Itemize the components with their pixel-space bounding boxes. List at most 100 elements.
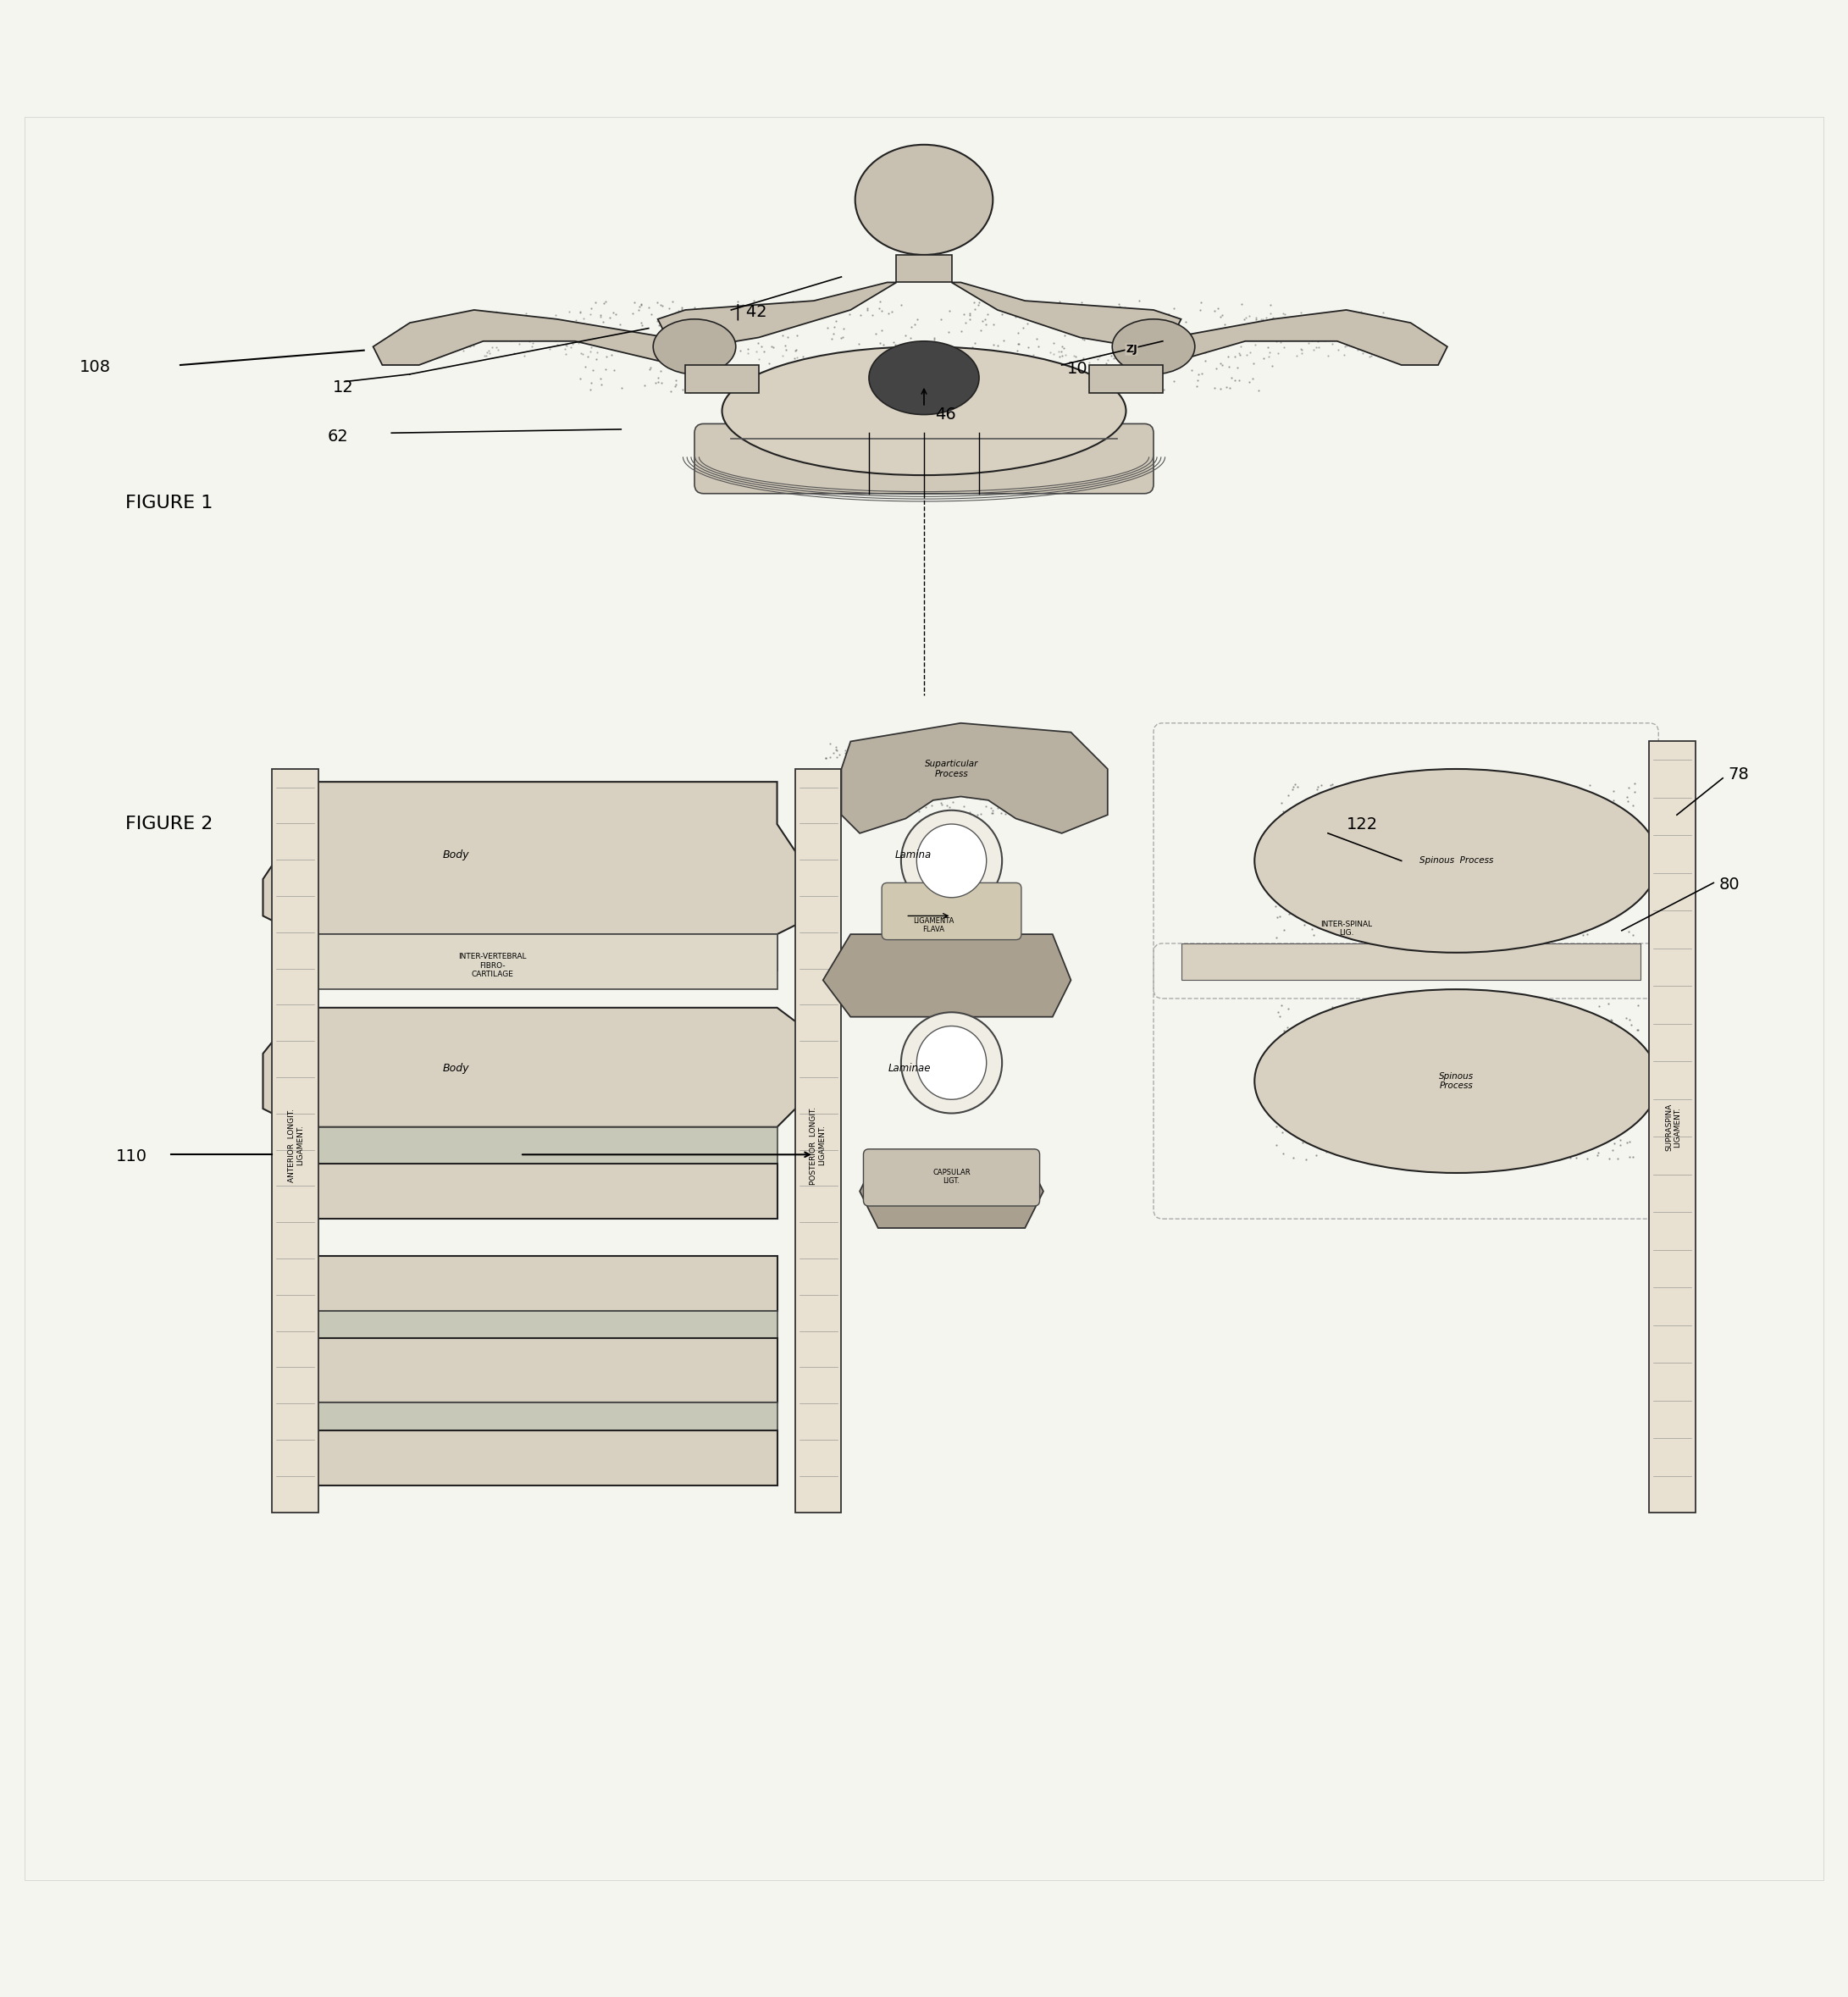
Point [1399,1142,1429,1174]
Point [649,1100,678,1132]
Point [1338,1068,1368,1100]
Point [630,1354,660,1386]
Point [477,1026,506,1058]
Point [944,729,974,761]
Point [1063,795,1092,827]
Point [675,322,704,353]
Point [883,745,913,777]
Point [497,1070,527,1102]
Point [1297,905,1327,937]
Point [565,795,595,827]
Point [1440,871,1469,903]
Point [479,1084,508,1116]
Point [991,357,1020,389]
Point [626,1426,656,1458]
Point [370,1164,399,1196]
Point [693,1020,723,1052]
Text: SUPRASPINA
LIGAMENT.: SUPRASPINA LIGAMENT. [1665,1102,1682,1150]
Point [1303,1026,1332,1058]
Point [673,1044,702,1076]
Point [1310,324,1340,355]
Point [841,441,870,473]
Point [1491,1114,1521,1146]
Point [739,875,769,907]
Point [1621,767,1650,799]
Point [1541,829,1571,861]
Point [942,349,972,381]
Point [976,1184,1005,1216]
Point [1451,781,1480,813]
Point [540,823,569,855]
Point [970,1184,1000,1216]
Point [553,843,582,875]
Point [926,304,955,335]
Point [726,335,756,367]
Point [987,403,1016,435]
Point [965,389,994,421]
Point [534,1080,564,1112]
Point [379,1442,408,1474]
Point [512,899,541,931]
Point [510,1052,540,1084]
Point [1002,1190,1031,1222]
Point [366,1044,395,1076]
Point [699,811,728,843]
Point [619,793,649,825]
Point [863,795,893,827]
Point [907,783,937,815]
Point [362,829,392,861]
Point [419,1344,449,1376]
Point [1371,789,1401,821]
Point [414,1180,444,1212]
Point [1541,1118,1571,1150]
Point [479,873,508,905]
Point [567,1274,597,1306]
Point [1307,1020,1336,1052]
Point [565,296,595,328]
Point [1388,807,1417,839]
Point [675,863,704,895]
Point [327,1362,357,1394]
Polygon shape [859,1154,1044,1228]
Point [412,1354,442,1386]
Point [1260,314,1290,345]
Point [706,785,736,817]
Point [824,739,854,771]
Point [458,1258,488,1290]
Point [1619,1140,1648,1172]
Point [1345,300,1375,332]
Point [1262,326,1292,357]
Point [1002,957,1031,989]
Point [1303,332,1332,363]
Point [1447,998,1477,1030]
Point [530,845,560,877]
Point [791,373,821,405]
Point [1279,1142,1308,1174]
Point [1425,831,1454,863]
Point [1016,981,1046,1012]
Point [460,1008,490,1040]
Point [432,1016,462,1048]
Point [373,1446,403,1478]
Point [1064,391,1094,423]
Point [571,1194,601,1226]
Point [445,1014,475,1046]
Point [761,451,791,483]
Point [658,1048,687,1080]
Point [370,1166,399,1198]
Point [859,333,889,365]
Point [730,1050,760,1082]
Point [590,839,619,871]
Point [998,775,1027,807]
Point [366,895,395,927]
Point [996,1174,1026,1206]
Point [907,771,937,803]
Point [665,1098,695,1130]
Point [974,339,1003,371]
Point [1384,789,1414,821]
Point [687,823,717,855]
Point [1007,1194,1037,1226]
Point [455,1018,484,1050]
Point [715,1266,745,1298]
Point [403,1170,432,1202]
